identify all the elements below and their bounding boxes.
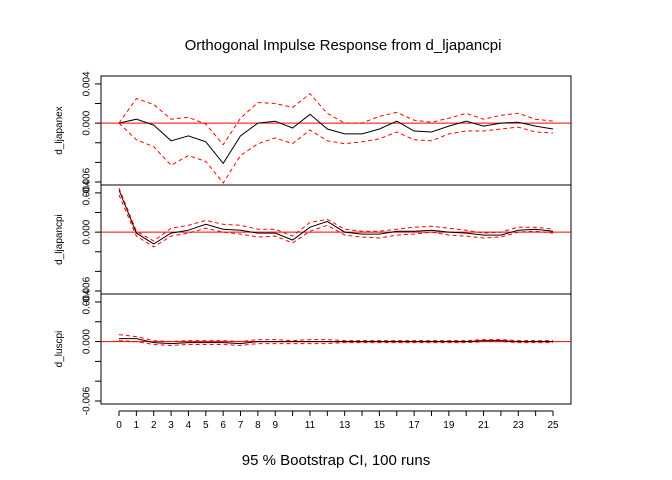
y-axis-label: d_ljapanex: [54, 106, 65, 154]
y-tick-label: 0.000: [82, 329, 93, 354]
x-tick-label: 0: [116, 420, 122, 431]
y-tick-label: -0.006: [82, 167, 93, 196]
panel-frame: [100, 184, 572, 295]
series-ci_upper: [118, 93, 554, 146]
x-tick-label: 5: [203, 420, 209, 431]
y-tick-label: 0.000: [82, 110, 93, 135]
x-tick-label: 6: [220, 420, 226, 431]
x-tick-label: 15: [374, 420, 386, 431]
series-ci_lower: [118, 340, 553, 347]
x-tick-label: 3: [168, 420, 174, 431]
x-tick-label: 11: [305, 420, 316, 431]
x-tick-label: 21: [478, 420, 490, 431]
x-tick-label: 7: [238, 420, 244, 431]
panels: -0.006 0.000 0.004 d_ljapanex -0.006 0.000 0.0…: [54, 71, 572, 415]
y-axis-label: d_luscpi: [54, 331, 65, 368]
panel-frame: [100, 75, 572, 186]
x-tick-label: 1: [134, 420, 140, 431]
y-axis-label: d_ljapancpi: [54, 214, 65, 265]
y-tick-label: 0.004: [82, 289, 93, 314]
series-ci_lower: [118, 122, 554, 184]
series-ci_upper: [118, 187, 554, 242]
series-ci_lower: [118, 194, 554, 248]
y-tick-label: 0.004: [82, 180, 93, 205]
x-axis: 0 1 2 3 4 5 6 7 8 9 11 13 15 17 19 21 23 25: [116, 410, 559, 431]
panel-frame: [100, 293, 572, 405]
y-tick-label: -0.006: [82, 276, 93, 305]
x-tick-label: 19: [443, 420, 455, 431]
y-tick-label: 0.004: [82, 71, 93, 96]
x-axis-label: 95 % Bootstrap CI, 100 runs: [242, 452, 430, 469]
chart-title: Orthogonal Impulse Response from d_ljapa…: [185, 37, 502, 54]
panel-d_ljapanex: -0.006 0.000 0.004 d_ljapanex: [54, 71, 572, 196]
series-response: [118, 113, 554, 165]
series-response: [118, 189, 554, 245]
y-tick-label: 0.000: [82, 219, 93, 244]
x-tick-label: 13: [339, 420, 351, 431]
series-ci_upper: [118, 334, 553, 343]
x-tick-label: 17: [409, 420, 421, 431]
y-tick-label: -0.006: [82, 386, 93, 415]
x-tick-label: 4: [186, 420, 192, 431]
x-tick-label: 8: [255, 420, 261, 431]
x-tick-label: 9: [272, 420, 278, 431]
x-tick-label: 23: [513, 420, 525, 431]
panel-d_ljapancpi: -0.006 0.000 0.004 d_ljapancpi: [54, 180, 572, 305]
panel-d_luscpi: -0.006 0.000 0.004 d_luscpi: [54, 289, 572, 415]
x-tick-label: 2: [151, 420, 157, 431]
x-tick-label: 25: [547, 420, 559, 431]
series-response: [119, 338, 553, 345]
